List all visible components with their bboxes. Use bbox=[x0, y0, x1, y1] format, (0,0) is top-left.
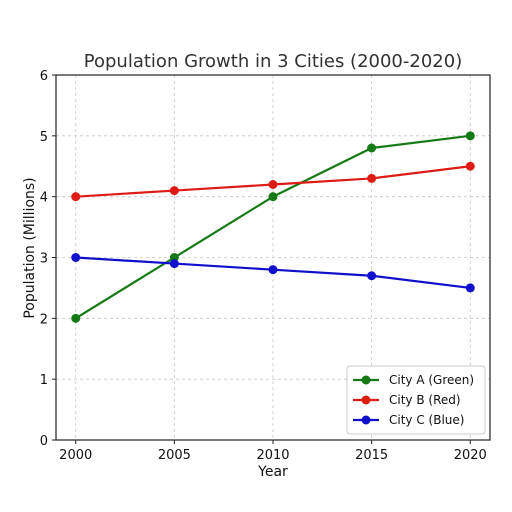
legend-box bbox=[346, 365, 486, 435]
legend-swatch-marker bbox=[361, 395, 371, 405]
legend: City A (Green) City B (Red) City C (Blue) bbox=[346, 365, 486, 435]
data-point bbox=[268, 265, 278, 275]
y-tick-label: 6 bbox=[40, 69, 48, 84]
y-tick-label: 1 bbox=[40, 373, 48, 388]
y-tick-label: 2 bbox=[40, 312, 48, 327]
data-point bbox=[367, 271, 377, 281]
legend-swatch-marker bbox=[361, 415, 371, 425]
data-point bbox=[169, 186, 179, 196]
data-point bbox=[71, 253, 81, 262]
x-tick-label: 2015 bbox=[355, 448, 388, 463]
data-point bbox=[268, 192, 278, 202]
series-2 bbox=[71, 161, 475, 202]
x-tick-label: 2020 bbox=[454, 448, 487, 463]
legend-label: City B (Red) bbox=[389, 393, 461, 407]
data-point bbox=[71, 192, 81, 202]
data-point bbox=[465, 161, 475, 171]
legend-label: City A (Green) bbox=[389, 373, 474, 387]
y-tick-label: 0 bbox=[40, 434, 48, 449]
y-tick-label: 5 bbox=[40, 130, 48, 145]
x-tick-label: 2005 bbox=[158, 448, 191, 463]
data-point bbox=[367, 143, 377, 153]
x-tick-label: 2010 bbox=[256, 448, 289, 463]
legend-item: City C (Blue) bbox=[353, 413, 464, 427]
legend-swatch-marker bbox=[361, 375, 371, 385]
x-tick-label: 2000 bbox=[59, 448, 92, 463]
series-1 bbox=[71, 131, 475, 323]
data-point bbox=[71, 313, 81, 323]
data-point bbox=[169, 259, 179, 269]
data-point bbox=[465, 131, 475, 141]
series-3 bbox=[71, 253, 475, 293]
data-point bbox=[367, 173, 377, 183]
axis-ticks: 2000 2005 2010 2015 2020 0 1 2 3 4 5 6 bbox=[40, 69, 487, 463]
y-tick-label: 4 bbox=[40, 191, 48, 206]
chart-title: Population Growth in 3 Cities (2000-2020… bbox=[84, 51, 462, 72]
x-axis-label: Year bbox=[257, 464, 288, 480]
legend-label: City C (Blue) bbox=[389, 413, 464, 427]
y-axis-label: Population (Millions) bbox=[22, 177, 38, 318]
legend-item: City A (Green) bbox=[353, 373, 474, 387]
y-tick-label: 3 bbox=[40, 252, 48, 267]
series-lines bbox=[71, 131, 475, 323]
data-point bbox=[465, 283, 475, 293]
legend-item: City B (Red) bbox=[353, 393, 461, 407]
data-point bbox=[268, 180, 278, 189]
